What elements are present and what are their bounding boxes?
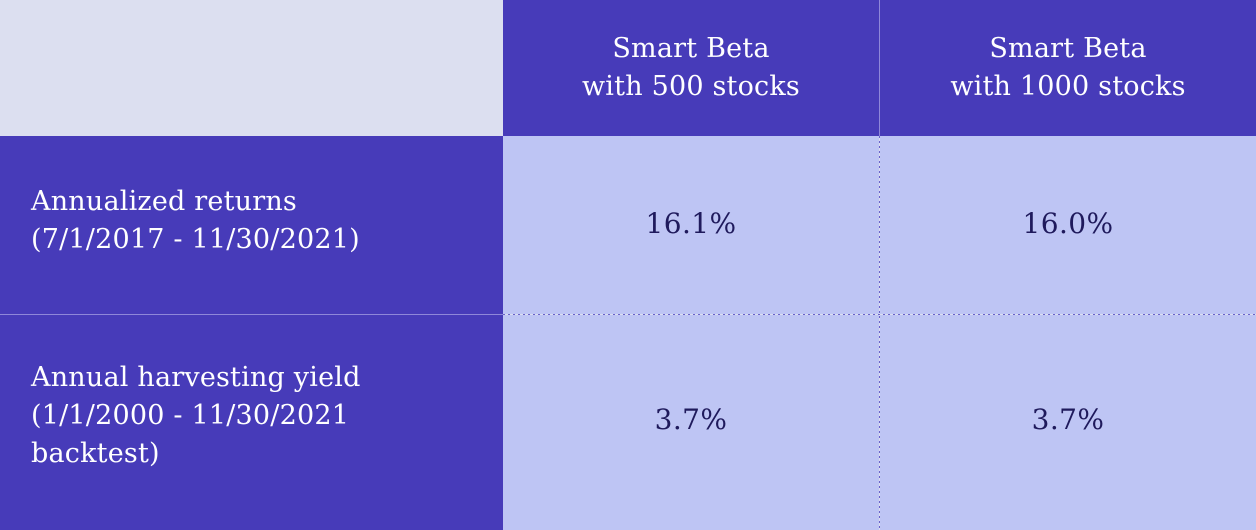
row-header-line: backtest) [31, 437, 160, 469]
corner-cell [0, 0, 503, 136]
value-cell-returns-500: 16.1% [503, 136, 879, 314]
value-cell-yield-1000: 3.7% [880, 315, 1256, 530]
column-header-title: Smart Beta [612, 33, 770, 64]
row-header-line: Annualized returns [31, 186, 297, 217]
column-header-500-stocks: Smart Beta with 500 stocks [503, 0, 879, 136]
column-header-subtitle: with 1000 stocks [950, 71, 1186, 102]
value-cell-yield-500: 3.7% [503, 315, 879, 530]
row-header-line: (1/1/2000 - 11/30/2021 [31, 399, 350, 431]
value-cell-returns-1000: 16.0% [880, 136, 1256, 314]
row-header-harvesting-yield: Annual harvesting yield (1/1/2000 - 11/3… [0, 315, 503, 530]
column-header-title: Smart Beta [989, 33, 1147, 64]
column-header-1000-stocks: Smart Beta with 1000 stocks [880, 0, 1256, 136]
row-header-line: Annual harvesting yield [31, 361, 361, 393]
row-header-line: (7/1/2017 - 11/30/2021) [31, 224, 360, 255]
column-header-subtitle: with 500 stocks [582, 71, 800, 102]
row-header-annualized-returns: Annualized returns (7/1/2017 - 11/30/202… [0, 136, 503, 314]
